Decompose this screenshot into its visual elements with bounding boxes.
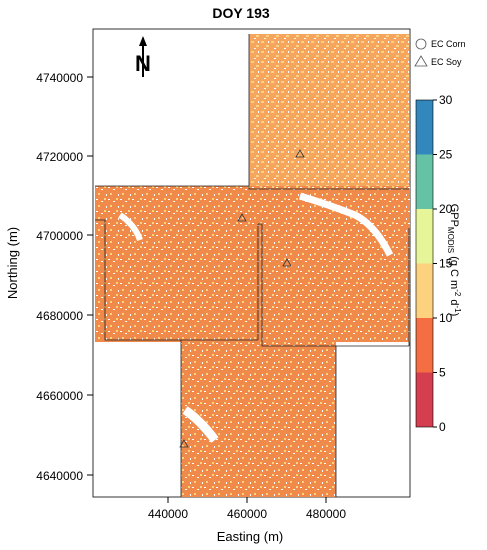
ec-soy-marker (237, 213, 247, 222)
x-axis: 440000 460000 480000 Easting (m) (148, 497, 346, 544)
county-boundaries (95, 34, 410, 497)
y-axis: 4640000 4660000 4680000 4700000 4720000 … (5, 71, 93, 483)
colorbar-tick-label: 0 (439, 420, 446, 434)
x-tick-label: 460000 (227, 507, 267, 521)
flux-tower-markers (179, 149, 305, 448)
map-title: DOY 193 (212, 5, 270, 21)
north-arrow: N (135, 36, 151, 77)
x-tick-label: 480000 (306, 507, 346, 521)
colorbar-swatch (416, 318, 433, 373)
colorbar-swatch (416, 209, 433, 264)
raster-region-north (249, 34, 409, 189)
colorbar-title-units: (g C m (448, 253, 460, 289)
y-tick-label: 4680000 (36, 309, 83, 323)
colorbar-title-main: GPP (448, 204, 460, 227)
colorbar-swatch (416, 263, 433, 318)
raster-gap (182, 406, 219, 443)
raster-region-south (181, 340, 336, 497)
y-tick-label: 4660000 (36, 389, 83, 403)
colorbar-ticks: 0 5 10 15 20 25 30 (433, 93, 453, 434)
ec-soy-marker (179, 439, 189, 448)
legend-ec-corn: EC Corn (431, 39, 466, 49)
colorbar-tick-label: 5 (439, 366, 446, 380)
y-tick-label: 4720000 (36, 150, 83, 164)
y-axis-label: Northing (m) (5, 227, 20, 299)
colorbar-tick-label: 10 (439, 311, 453, 325)
legend-ec-soy: EC Soy (431, 57, 462, 67)
circle-icon (415, 38, 427, 50)
colorbar-swatch (416, 372, 433, 427)
colorbar (415, 99, 434, 428)
y-tick-label: 4640000 (36, 469, 83, 483)
x-tick-label: 440000 (148, 507, 188, 521)
colorbar-tick-label: 30 (439, 93, 453, 107)
ec-soy-marker (282, 258, 292, 267)
raster-gap (118, 212, 143, 242)
x-axis-label: Easting (m) (217, 529, 283, 544)
colorbar-swatch (416, 154, 433, 209)
colorbar-title-sub: MODIS (446, 227, 455, 253)
raster-region-middle (95, 186, 410, 342)
colorbar-title-units: d (448, 296, 460, 305)
colorbar-title-exp: -2 (453, 289, 462, 297)
ec-soy-marker (295, 149, 305, 158)
gpp-raster (95, 34, 410, 497)
colorbar-tick-label: 15 (439, 257, 453, 271)
raster-gap (298, 192, 394, 257)
colorbar-tick-label: 20 (439, 202, 453, 216)
colorbar-title: GPPMODIS (g C m-2 d-1) (446, 204, 462, 317)
colorbar-title-exp: -1 (453, 306, 462, 314)
north-letter: N (135, 51, 151, 76)
colorbar-swatch (416, 100, 433, 155)
y-tick-label: 4700000 (36, 229, 83, 243)
triangle-icon (414, 55, 428, 67)
y-tick-label: 4740000 (36, 71, 83, 85)
colorbar-title-units: ) (448, 313, 460, 317)
colorbar-tick-label: 25 (439, 148, 453, 162)
tower-legend: EC Corn EC Soy (414, 38, 466, 67)
